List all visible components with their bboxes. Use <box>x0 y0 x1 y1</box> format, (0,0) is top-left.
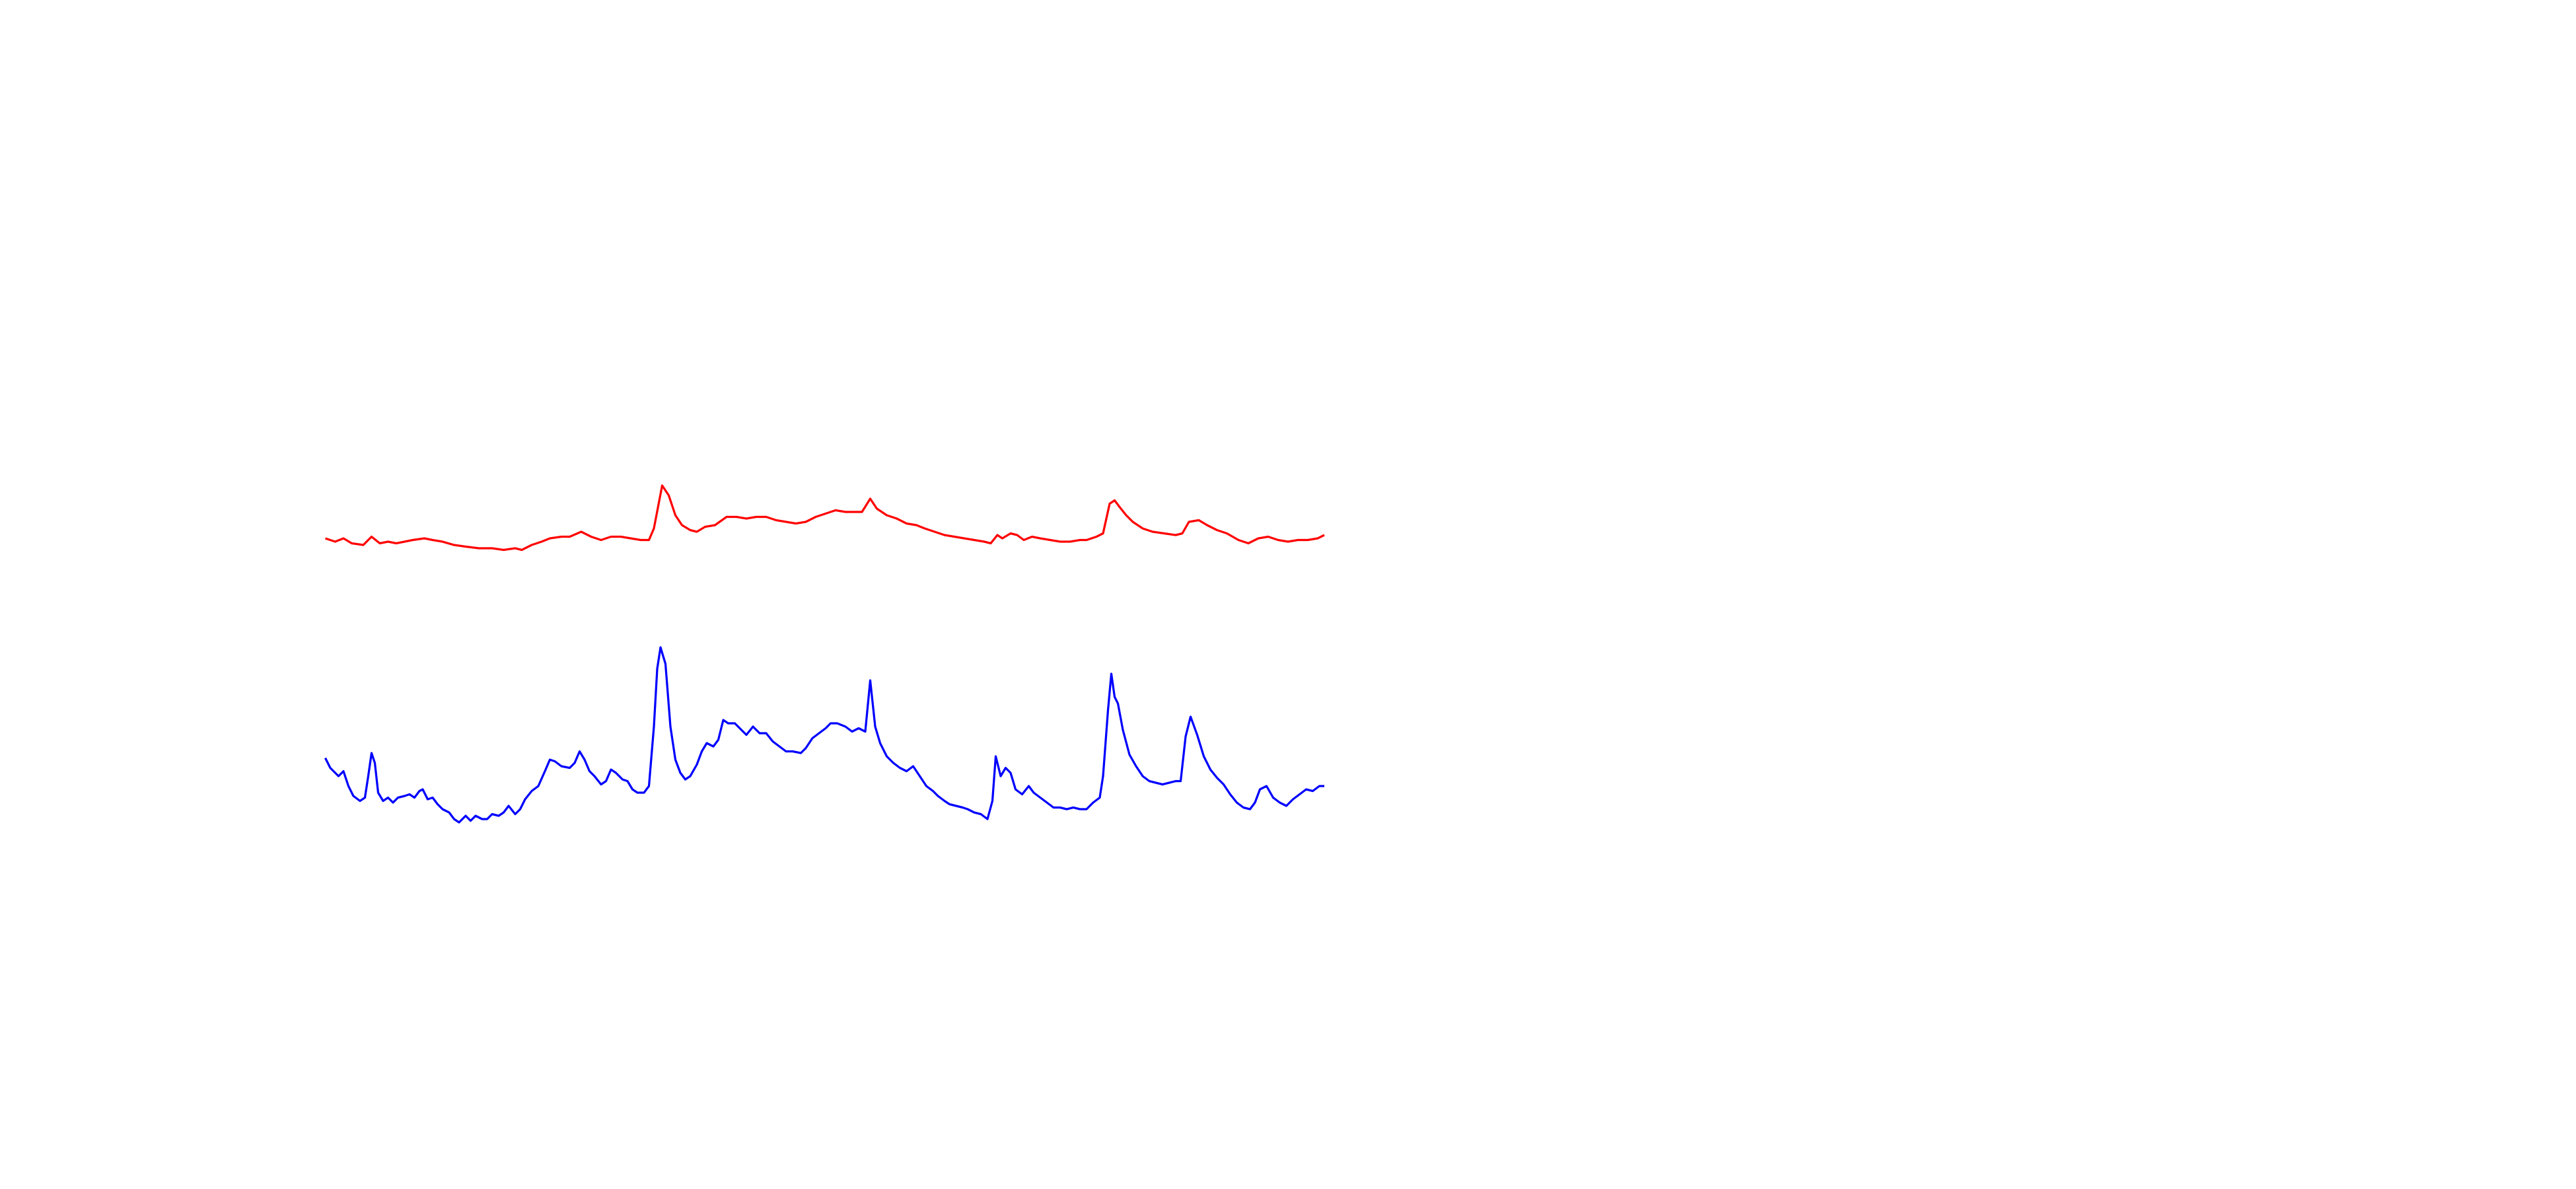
line-series <box>324 646 1324 824</box>
line-series <box>324 484 1325 552</box>
